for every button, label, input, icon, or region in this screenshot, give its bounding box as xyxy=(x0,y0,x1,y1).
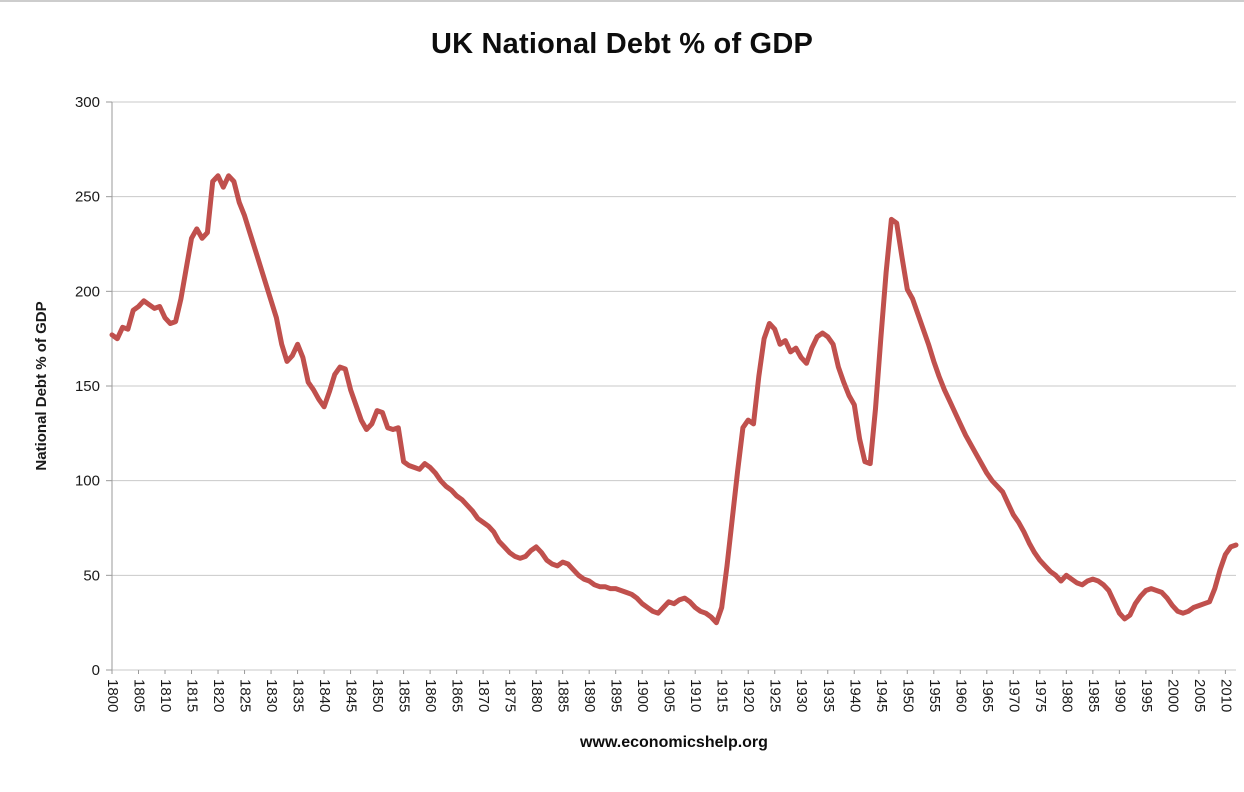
x-tick-label: 1830 xyxy=(263,679,280,712)
x-tick-label: 1995 xyxy=(1138,679,1155,712)
y-tick-label: 100 xyxy=(75,473,100,490)
x-tick-label: 1835 xyxy=(290,679,307,712)
x-tick-label: 1905 xyxy=(661,679,678,712)
x-tick-label: 1880 xyxy=(528,679,545,712)
x-tick-label: 1970 xyxy=(1005,679,1022,712)
x-tick-label: 1955 xyxy=(926,679,943,712)
x-tick-label: 1840 xyxy=(316,679,333,712)
x-tick-label: 2005 xyxy=(1191,679,1208,712)
x-tick-label: 1935 xyxy=(820,679,837,712)
chart-canvas: 0 50 100 150 200 250 300 1800 1805 1810 1815 1820 18… xyxy=(33,94,1239,712)
y-tick-label: 150 xyxy=(75,378,100,395)
x-tick-label: 1940 xyxy=(846,679,863,712)
x-tick-label: 1925 xyxy=(767,679,784,712)
x-tick-label: 1975 xyxy=(1032,679,1049,712)
x-tick-label: 1810 xyxy=(157,679,174,712)
x-tick-label: 1875 xyxy=(502,679,519,712)
x-tick-label: 1945 xyxy=(873,679,890,712)
x-tick-label: 1910 xyxy=(687,679,704,712)
x-tick-label: 1860 xyxy=(422,679,439,712)
x-tick-label: 2010 xyxy=(1217,679,1234,712)
x-tick-label: 1870 xyxy=(475,679,492,712)
x-tick-label: 1850 xyxy=(369,679,386,712)
x-tick-label: 2000 xyxy=(1164,679,1181,712)
x-tick-label: 1855 xyxy=(396,679,413,712)
x-tick-label: 1960 xyxy=(952,679,969,712)
x-tick-label: 1920 xyxy=(740,679,757,712)
x-tick-label: 1865 xyxy=(449,679,466,712)
x-tick-label: 1915 xyxy=(714,679,731,712)
chart-title: UK National Debt % of GDP xyxy=(430,28,813,60)
x-tick-label: 1990 xyxy=(1111,679,1128,712)
y-tick-label: 300 xyxy=(75,94,100,111)
y-tick-label: 0 xyxy=(92,662,100,679)
y-axis-title: National Debt % of GDP xyxy=(33,301,50,470)
x-tick-label: 1825 xyxy=(237,679,254,712)
footer-url: www.economicshelp.org xyxy=(580,734,768,751)
y-tick-label: 250 xyxy=(75,189,100,206)
x-tick-label: 1805 xyxy=(131,679,148,712)
x-tick-label: 1845 xyxy=(343,679,360,712)
x-tick-label: 1800 xyxy=(104,679,121,712)
y-tick-label: 200 xyxy=(75,283,100,300)
x-tick-label: 1930 xyxy=(793,679,810,712)
x-tick-label: 1985 xyxy=(1085,679,1102,712)
x-tick-label: 1950 xyxy=(899,679,916,712)
y-tick-label: 50 xyxy=(83,567,100,584)
x-tick-label: 1900 xyxy=(634,679,651,712)
x-tick-label: 1980 xyxy=(1058,679,1075,712)
x-tick-label: 1890 xyxy=(581,679,598,712)
x-tick-label: 1885 xyxy=(555,679,572,712)
x-tick-label: 1895 xyxy=(608,679,625,712)
x-tick-label: 1815 xyxy=(184,679,201,712)
x-tick-label: 1820 xyxy=(210,679,227,712)
debt-line xyxy=(109,173,1239,626)
x-tick-label: 1965 xyxy=(979,679,996,712)
